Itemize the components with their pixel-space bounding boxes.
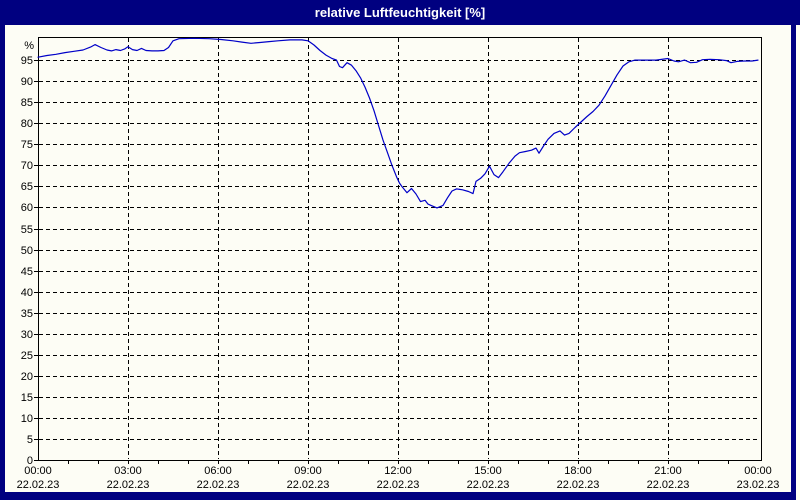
x-tick-date-label: 22.02.23	[197, 479, 240, 491]
y-tick-label: 65	[21, 181, 33, 193]
y-tick-label: 50	[21, 245, 33, 257]
x-tick-time-label: 15:00	[474, 465, 502, 477]
window-title: relative Luftfeuchtigkeit [%]	[314, 5, 486, 20]
x-tick-time-label: 12:00	[384, 465, 412, 477]
axis-labels: 0 5 10 15 20 25 30 35 40 45 50 55 60 65 70 75 80 85 90 95% 0…	[17, 40, 780, 491]
window-frame-right	[791, 25, 796, 500]
y-tick-label: 35	[21, 308, 33, 320]
y-tick-label: 90	[21, 76, 33, 88]
y-tick-label: 95	[21, 55, 33, 67]
x-tick-date-label: 22.02.23	[557, 479, 600, 491]
humidity-line	[37, 37, 759, 209]
x-tick-time-label: 18:00	[564, 465, 592, 477]
x-tick-time-label: 21:00	[654, 465, 682, 477]
x-tick-date-label: 22.02.23	[377, 479, 420, 491]
y-tick-label: 60	[21, 202, 33, 214]
y-tick-label: 40	[21, 287, 33, 299]
x-tick-date-label: 22.02.23	[647, 479, 690, 491]
grid-lines	[39, 38, 760, 459]
y-tick-label: 30	[21, 329, 33, 341]
x-tick-date-label: 22.02.23	[467, 479, 510, 491]
window-frame-bottom	[0, 492, 796, 500]
window-frame-left	[0, 25, 5, 500]
y-tick-label: 20	[21, 371, 33, 383]
y-tick-label: 5	[27, 434, 33, 446]
x-tick-time-label: 06:00	[204, 465, 232, 477]
y-tick-label: 70	[21, 160, 33, 172]
y-tick-label: 55	[21, 224, 33, 236]
y-tick-label: 45	[21, 266, 33, 278]
y-tick-label: 15	[21, 392, 33, 404]
y-tick-label: 25	[21, 350, 33, 362]
y-tick-label: 0	[27, 455, 33, 467]
y-axis-unit-label: %	[24, 40, 34, 52]
y-tick-label: 75	[21, 139, 33, 151]
x-tick-time-label: 09:00	[294, 465, 322, 477]
x-tick-time-label: 00:00	[24, 465, 52, 477]
x-tick-date-label: 22.02.23	[107, 479, 150, 491]
x-tick-time-label: 03:00	[114, 465, 142, 477]
title-bar[interactable]: relative Luftfeuchtigkeit [%]	[0, 0, 800, 25]
y-tick-label: 10	[21, 413, 33, 425]
y-tick-label: 85	[21, 97, 33, 109]
x-tick-time-label: 00:00	[744, 465, 772, 477]
plot-border	[38, 37, 762, 461]
x-tick-date-label: 23.02.23	[737, 479, 780, 491]
axis-ticks	[34, 60, 729, 464]
x-tick-date-label: 22.02.23	[17, 479, 60, 491]
x-tick-date-label: 22.02.23	[287, 479, 330, 491]
y-tick-label: 80	[21, 118, 33, 130]
